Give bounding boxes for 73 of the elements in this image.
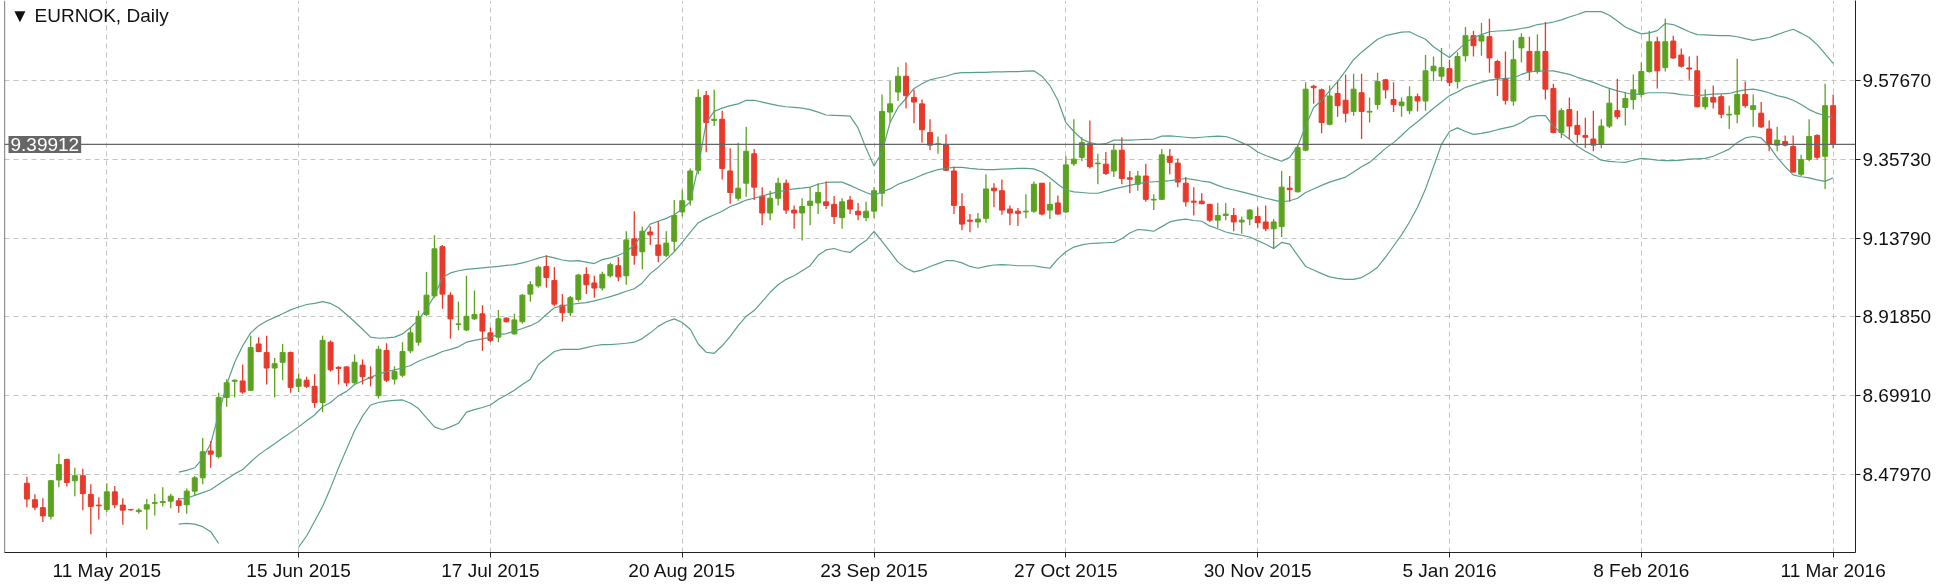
candlestick xyxy=(495,309,502,343)
y-tick-label: 8.47970 xyxy=(1862,463,1932,485)
x-tick-label: 23 Sep 2015 xyxy=(820,559,928,581)
candlestick xyxy=(1526,36,1533,81)
candlestick xyxy=(1350,73,1357,117)
x-tick-label: 30 Nov 2015 xyxy=(1203,559,1312,581)
y-tick-label: 8.91850 xyxy=(1862,306,1932,328)
candlestick xyxy=(1422,54,1429,112)
candlestick xyxy=(271,357,278,399)
candlestick xyxy=(143,498,150,531)
candlestick xyxy=(383,342,390,383)
candlestick xyxy=(1326,84,1333,127)
x-tick-label: 15 Jun 2015 xyxy=(246,559,351,581)
candlestick xyxy=(447,291,454,340)
candlestick xyxy=(1518,32,1525,64)
candlestick xyxy=(1534,33,1541,75)
candlestick xyxy=(1374,71,1381,111)
candlestick xyxy=(1390,81,1397,113)
x-tick-label: 20 Aug 2015 xyxy=(628,559,736,581)
candlestick xyxy=(1678,47,1685,69)
candlestick xyxy=(1190,186,1197,217)
y-tick-label: 9.57670 xyxy=(1862,70,1932,92)
candlestick xyxy=(151,492,158,517)
x-tick-label: 8 Feb 2016 xyxy=(1593,559,1690,581)
ref-line-label: 9.39912 xyxy=(10,133,80,155)
candlestick xyxy=(1462,26,1469,63)
candlestick xyxy=(1126,170,1133,194)
candlestick xyxy=(287,350,294,394)
candlestick xyxy=(439,244,446,310)
candlestick xyxy=(1510,39,1517,107)
candlestick xyxy=(1358,73,1365,140)
y-tick-label: 9.13790 xyxy=(1862,227,1932,249)
candlestick xyxy=(95,496,102,521)
candlestick xyxy=(1494,59,1501,97)
x-tick-label: 5 Jan 2016 xyxy=(1402,559,1497,581)
x-tick-label: 27 Oct 2015 xyxy=(1014,559,1118,581)
candlestick xyxy=(1686,55,1693,81)
candlestick xyxy=(1502,50,1509,106)
candlestick xyxy=(647,225,654,246)
candlestick xyxy=(1726,105,1733,130)
candlestick xyxy=(591,275,598,299)
candlestick xyxy=(159,486,166,508)
y-tick-label: 8.69910 xyxy=(1862,385,1932,407)
x-tick-label: 11 Mar 2016 xyxy=(1780,559,1886,581)
candlestick xyxy=(119,497,126,526)
candlestick xyxy=(1230,207,1237,232)
candlestick xyxy=(1454,51,1461,90)
candlestick xyxy=(351,353,358,386)
chart-title: ▼ EURNOK, Daily xyxy=(10,4,170,26)
candlestick xyxy=(295,372,302,393)
candlestick xyxy=(1094,153,1101,185)
candlestick xyxy=(375,345,382,400)
x-tick-label: 11 May 2015 xyxy=(52,559,162,581)
candlestick xyxy=(615,256,622,282)
candlestick xyxy=(1366,96,1373,124)
line-series xyxy=(178,11,1834,473)
candlestick xyxy=(479,304,486,352)
candlestick xyxy=(974,212,981,229)
candlestick xyxy=(319,335,326,413)
candlestick xyxy=(1486,18,1493,74)
candlestick xyxy=(207,440,214,469)
candlestick xyxy=(711,89,718,127)
candlestick xyxy=(1558,107,1565,139)
candlestick xyxy=(543,254,550,289)
candlestick xyxy=(1382,78,1389,100)
candlestick xyxy=(1446,59,1453,87)
candlestick xyxy=(1318,87,1325,134)
candlestick xyxy=(359,358,366,386)
candlestick xyxy=(1582,117,1589,149)
candlestick xyxy=(231,378,238,399)
y-tick-label: 9.35730 xyxy=(1862,148,1932,170)
x-tick-label: 17 Jul 2015 xyxy=(441,559,540,581)
candlestick xyxy=(1478,22,1485,57)
